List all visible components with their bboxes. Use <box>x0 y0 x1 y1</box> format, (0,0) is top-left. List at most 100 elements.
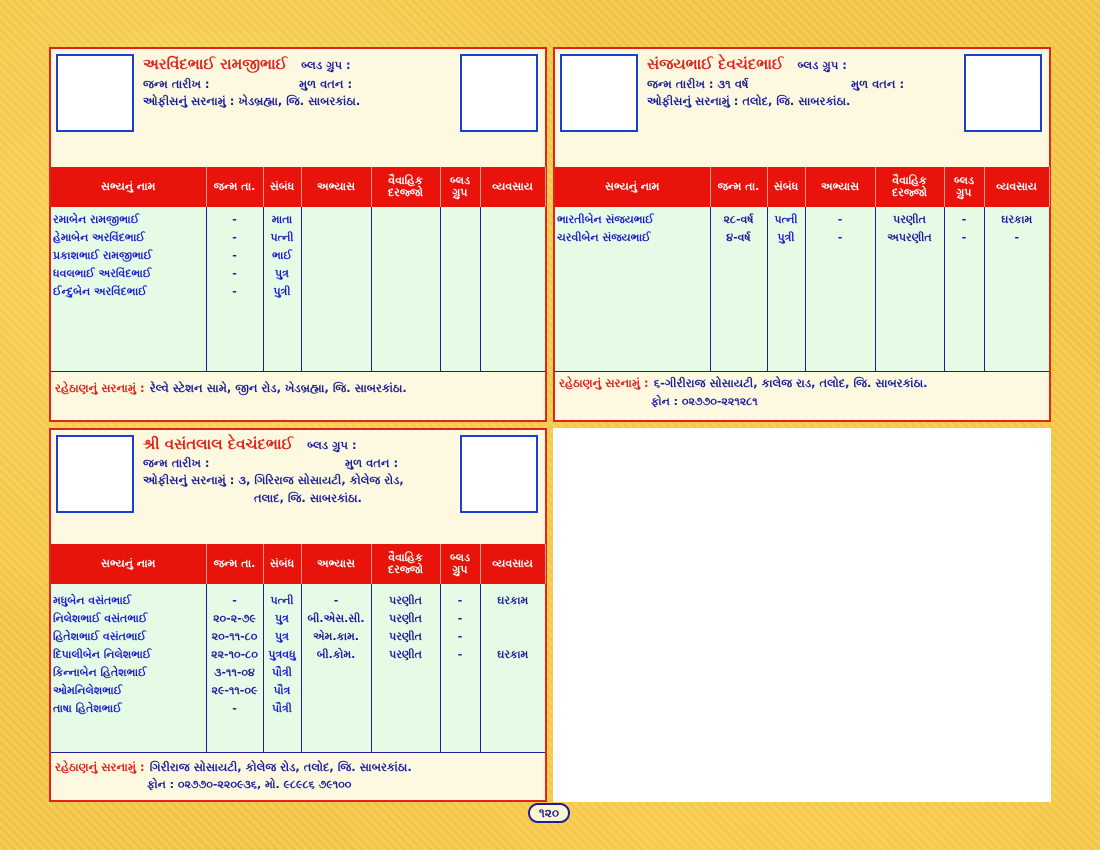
col-header-blood: બ્લડ ગ્રુપ <box>944 167 985 207</box>
head-name: અરવિંદભાઈ રામજીભાઈ બ્લડ ગ્રુપ : <box>143 55 351 73</box>
member-relation: પત્ની <box>774 213 798 226</box>
col-blood: - - - - <box>440 584 481 753</box>
member-education: એમ.કામ. <box>313 630 359 643</box>
dob-label: જન્મ તારીખ : <box>143 456 210 470</box>
col-occupation <box>480 207 545 372</box>
member-dob: - <box>232 249 237 262</box>
member-dob: ૨૦-૨-૭૯ <box>213 612 256 625</box>
col-header-occupation: વ્યવસાય <box>984 167 1050 207</box>
member-name: ચરવીબેન સંજયભાઈ <box>557 231 651 244</box>
page-number: ૧૨૦ <box>528 803 570 823</box>
family-card-3: શ્રી વસંતલાલ દેવચંદભાઈ બ્લડ ગ્રુપ : જન્મ … <box>49 428 547 802</box>
member-blood: - <box>961 213 967 226</box>
col-occupation: ઘરકામ ઘરકામ <box>480 584 545 753</box>
col-header-marital: વૈવાહિક દરજ્જો <box>371 167 441 207</box>
native-label: મુળ વતન : <box>299 77 353 91</box>
col-header-relation: સંબંધ <box>767 167 806 207</box>
col-header-dob: જન્મ તા. <box>710 167 768 207</box>
member-name: કિન્નાબેન હિતેશભાઈ <box>53 666 147 679</box>
photo-placeholder-right <box>964 54 1042 132</box>
member-education: - <box>837 213 843 226</box>
blood-group-label: બ્લડ ગ્રુપ : <box>307 438 357 452</box>
office-address: ઓફીસનું સરનામું : તલોદ, જિ. સાબરકાંઠા. <box>647 94 851 108</box>
member-occupation <box>483 610 544 628</box>
photo-placeholder-right <box>460 435 538 513</box>
member-education: - <box>333 594 339 607</box>
col-dob: - - - - - <box>206 207 264 372</box>
member-relation: માતા <box>271 213 293 226</box>
col-relation: પત્ની પુત્ર પુત્ર પુત્રવધુ પૌત્રી પૌત્ર … <box>263 584 302 753</box>
member-relation: પત્ની <box>270 231 294 244</box>
photo-placeholder-left <box>56 54 134 132</box>
member-relation: પૌત્રી <box>272 702 292 715</box>
member-name: નિલેશભાઈ વસંતભાઈ <box>53 612 148 625</box>
member-dob: ૩-૧૧-૦૪ <box>214 666 255 679</box>
member-dob: ૨૯-૧૧-૦૯ <box>211 684 258 697</box>
member-name: ઈન્દુબેન અરવિંદભાઈ <box>53 285 147 298</box>
member-relation: પૌત્રી <box>272 666 292 679</box>
col-education: - બી.એસ.સી. એમ.કામ. બી.કોમ. <box>301 584 372 753</box>
head-name: સંજયભાઈ દેવચંદભાઈ બ્લડ ગ્રુપ : <box>647 55 847 73</box>
col-header-blood: બ્લડ ગ્રુપ <box>440 544 481 584</box>
member-name: પ્રકાશભાઈ રામજીભાઈ <box>53 249 153 262</box>
office-address-line-2: તલાદ, જિ. સાબરકાંઠા. <box>254 491 362 505</box>
member-occupation: - <box>1014 231 1020 244</box>
card-header: સંજયભાઈ દેવચંદભાઈ બ્લડ ગ્રુપ : જન્મ તારીખ… <box>555 49 1049 169</box>
col-header-education: અભ્યાસ <box>805 167 876 207</box>
table-header-row: સભ્યનું નામ જન્મ તા. સંબંધ અભ્યાસ વૈવાહિ… <box>51 544 546 584</box>
col-header-occupation: વ્યવસાય <box>480 167 546 207</box>
member-marital: અપરણીત <box>887 231 932 244</box>
member-relation: પુત્રી <box>777 231 795 244</box>
members-table: સભ્યનું નામ જન્મ તા. સંબંધ અભ્યાસ વૈવાહિ… <box>555 167 1050 372</box>
col-marital <box>371 207 441 372</box>
member-dob: - <box>232 285 237 298</box>
member-dob: - <box>232 702 237 715</box>
member-dob: - <box>232 594 237 607</box>
col-header-name: સભ્યનું નામ <box>555 167 711 207</box>
head-name: શ્રી વસંતલાલ દેવચંદભાઈ બ્લડ ગ્રુપ : <box>143 435 357 453</box>
member-relation: ભાઈ <box>272 249 292 262</box>
member-occupation: ઘરકામ <box>497 594 529 607</box>
col-relation: પત્ની પુત્રી <box>767 207 806 372</box>
col-header-education: અભ્યાસ <box>301 544 372 584</box>
member-name: હેમાબેન અરવિંદભાઈ <box>53 231 145 244</box>
dob-label: જન્મ તારીખ : ૩૧ વર્ષ <box>647 77 749 91</box>
col-blood <box>440 207 481 372</box>
col-header-name: સભ્યનું નામ <box>51 167 207 207</box>
member-marital: પરણીત <box>389 630 422 643</box>
member-marital: પરણીત <box>893 213 926 226</box>
native-label: મુળ વતન : <box>851 77 905 91</box>
phone-number: ફોન : ૦૨૭૭૦-૨૨૦૯૩૬, મો. ૯૮૯૮૬ ૭૯૧૦૦ <box>147 778 352 791</box>
member-marital: પરણીત <box>389 594 422 607</box>
member-marital: પરણીત <box>389 612 422 625</box>
member-blood: - <box>457 612 463 625</box>
table-header-row: સભ્યનું નામ જન્મ તા. સંબંધ અભ્યાસ વૈવાહિ… <box>555 167 1050 207</box>
residence-address: રહેઠાણનું સરનામું : રેલ્વે સ્ટેશન સામે, … <box>55 381 407 395</box>
member-name: તાષા હિતેશભાઈ <box>53 702 122 715</box>
member-name: રમાબેન રામજીભાઈ <box>53 213 140 226</box>
member-dob: - <box>232 231 237 244</box>
member-relation: પુત્રી <box>273 285 291 298</box>
native-label: મુળ વતન : <box>345 456 399 470</box>
table-header-row: સભ્યનું નામ જન્મ તા. સંબંધ અભ્યાસ વૈવાહિ… <box>51 167 546 207</box>
blood-group-label: બ્લડ ગ્રુપ : <box>797 58 847 72</box>
member-name: ધવલભાઈ અરવિંદભાઈ <box>53 267 152 280</box>
member-dob: ૨૦-૧૧-૮૦ <box>211 630 258 643</box>
col-header-education: અભ્યાસ <box>301 167 372 207</box>
member-occupation: ઘરકામ <box>1001 213 1033 226</box>
member-name: દિપાલીબેન નિલેશભાઈ <box>53 648 152 661</box>
col-header-name: સભ્યનું નામ <box>51 544 207 584</box>
member-name: હિતેશભાઈ વસંતભાઈ <box>53 630 146 643</box>
col-dob: ૨૮-વર્ષ ૪-વર્ષ <box>710 207 768 372</box>
blank-panel <box>553 428 1051 802</box>
col-names: ભારતીબેન સંજયભાઈ ચરવીબેન સંજયભાઈ <box>555 207 711 372</box>
photo-placeholder-left <box>56 435 134 513</box>
family-card-1: અરવિંદભાઈ રામજીભાઈ બ્લડ ગ્રુપ : જન્મ તારી… <box>49 47 547 422</box>
member-dob: - <box>232 213 237 226</box>
col-header-dob: જન્મ તા. <box>206 544 264 584</box>
col-education <box>301 207 372 372</box>
member-relation: પુત્ર <box>275 630 289 643</box>
office-address: ઓફીસનું સરનામું : ૩, ગિરિરાજ સોસાયટી, કો… <box>143 473 404 487</box>
member-relation: પત્ની <box>270 594 294 607</box>
residence-address: રહેઠાણનું સરનામું : ૬-ગીરીરાજ સોસાયટી, ક… <box>559 376 928 390</box>
